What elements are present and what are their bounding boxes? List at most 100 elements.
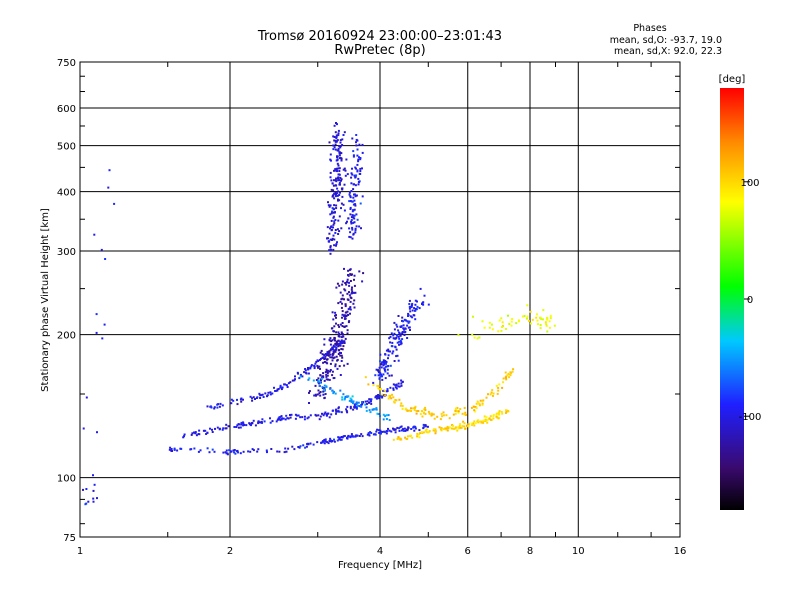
data-point-x-trace-orange [424,406,427,409]
data-point-x-trace-orange [424,409,427,411]
data-point-o-cusp-blob [315,394,317,397]
data-point-x-trace-orange [414,405,417,408]
data-point-o-trace-middle [321,412,323,415]
data-point-x-trace-orange [457,411,460,414]
data-point-o-trace-middle [303,415,306,418]
data-point-o-mid-4mhz [384,377,387,380]
data-point-x-trace-yellow [453,427,456,430]
data-point-o-f-vertical [338,199,341,202]
data-point-o-cusp-blob [347,274,349,276]
data-point-o-cusp-blob [341,280,344,283]
data-point-x-upper-mixed [471,333,474,336]
data-point-o-mid-4mhz [401,338,404,341]
data-point-cyan-band [373,408,376,411]
data-point-o-cusp-blob [333,330,335,333]
data-point-o-trace-middle [397,382,400,385]
data-point-o-cusp-blob [340,331,343,334]
data-point-scatter-e-left [92,497,95,500]
data-point-x-trace-yellow [459,426,462,429]
data-point-x-upper-mixed [545,324,548,327]
x-tick-label: 2 [227,546,233,557]
data-point-o-trace-lower [406,428,409,431]
data-point-o-trace-middle [224,427,227,430]
data-point-x-trace-orange [464,411,467,414]
data-point-o-f-vertical-2 [358,156,360,159]
data-point-o-trace-lower [309,442,312,445]
data-point-x-trace-orange [497,389,500,392]
data-point-o-trace-upper [260,394,263,397]
data-point-o-f-vertical [339,183,341,186]
data-point-o-trace-middle [204,429,207,432]
data-point-o-f-vertical [342,134,345,136]
data-point-o-trace-lower [381,430,384,433]
data-point-o-trace-lower [350,433,353,436]
data-point-o-cusp-blob [338,284,341,287]
data-point-o-trace-lower [343,435,346,437]
data-point-x-trace-orange [445,414,448,417]
data-point-x-upper-mixed [539,324,542,326]
data-point-o-f-vertical-2 [352,183,355,186]
data-point-o-cusp-blob [340,354,343,357]
data-point-o-trace-middle [365,403,368,405]
data-point-o-trace-middle [252,419,255,422]
data-point-x-trace-orange [401,407,404,410]
data-point-x-trace-yellow [505,409,507,412]
data-point-o-trace-lower [379,429,382,432]
colorbar-tick-label: 100 [740,178,759,189]
data-point-cyan-band [341,396,344,399]
data-point-o-trace-middle [235,426,238,428]
data-point-o-cusp-blob [317,377,320,380]
data-point-o-trace-lower [385,432,388,435]
data-point-o-trace-middle [211,428,213,431]
data-point-o-trace-middle [206,431,209,434]
data-point-o-mid-4mhz [399,333,402,336]
data-point-x-trace-yellow [418,436,421,439]
data-point-o-trace-upper [284,383,286,386]
x-tick-label: 1 [77,546,83,557]
y-tick-label: 75 [63,533,76,544]
data-point-o-trace-middle [221,428,224,431]
data-point-o-mid-4mhz [377,374,380,377]
data-point-o-cusp-blob [344,289,347,292]
data-point-cyan-band [355,402,358,405]
data-point-o-mid-4mhz [423,294,426,297]
data-point-scatter-e-left [104,258,107,260]
data-point-x-trace-orange [439,418,442,421]
data-point-o-trace-upper [271,392,274,395]
data-point-o-cusp-blob [332,352,335,355]
data-point-cyan-band [344,397,346,400]
data-point-o-f-vertical [339,139,342,142]
data-point-o-f-vertical [331,237,334,240]
data-point-x-upper-mixed [526,317,528,320]
data-point-o-cusp-blob [350,288,353,291]
data-point-cyan-band [364,403,367,406]
data-point-o-trace-middle [258,421,261,424]
data-point-o-f-vertical [337,198,339,201]
data-point-o-cusp-blob [353,278,355,281]
data-point-o-cusp-blob [323,379,326,382]
data-point-x-upper-mixed [529,322,532,325]
data-point-o-trace-middle [278,416,281,419]
data-point-o-mid-4mhz [408,303,411,305]
data-point-o-trace-lower [346,436,349,438]
data-point-o-f-vertical-2 [355,138,358,141]
data-point-o-trace-middle [322,414,325,417]
data-point-o-mid-4mhz [386,372,389,375]
data-point-o-cusp-blob [337,339,340,342]
data-point-o-cusp-blob [343,315,346,318]
data-point-o-f-vertical [338,194,341,196]
data-point-o-f-vertical-2 [358,225,361,228]
data-point-o-mid-4mhz [377,369,380,372]
data-point-x-trace-yellow [476,420,479,423]
data-point-o-trace-middle [382,389,385,392]
data-point-o-cusp-blob [337,335,340,338]
data-point-o-trace-middle [284,418,287,421]
data-point-o-mid-4mhz [407,326,410,329]
data-point-o-trace-middle [376,397,379,400]
data-point-o-trace-lower [257,448,260,451]
data-point-o-f-vertical [341,195,344,198]
data-point-o-f-vertical-2 [349,236,352,239]
data-point-x-trace-orange [512,368,515,371]
data-point-x-trace-yellow [486,421,489,424]
data-point-o-trace-middle [327,412,330,415]
